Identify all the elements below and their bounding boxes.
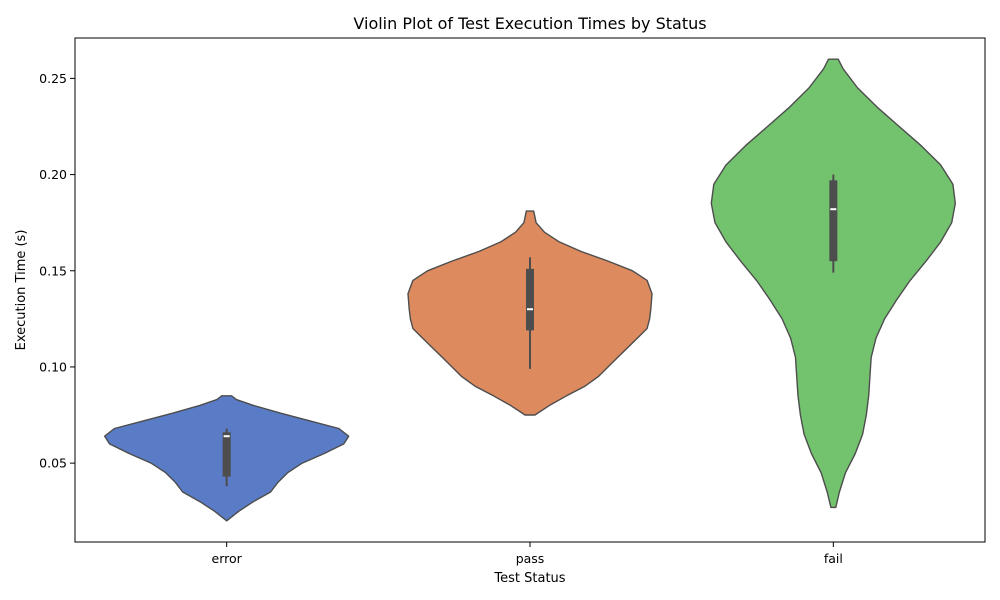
y-tick-label: 0.25	[39, 71, 67, 86]
violin-error	[104, 395, 350, 522]
violin-fail	[710, 58, 956, 509]
iqr-box	[829, 180, 838, 262]
x-tick-label: pass	[516, 551, 545, 566]
y-axis: 0.05 0.10 0.15 0.20 0.25	[39, 71, 75, 471]
y-axis-label: Execution Time (s)	[14, 230, 29, 351]
x-axis-label: Test Status	[493, 571, 565, 586]
iqr-box	[526, 268, 534, 331]
x-tick-label: error	[212, 551, 243, 566]
y-tick-label: 0.20	[39, 167, 67, 182]
violin-body	[710, 58, 956, 509]
y-tick-label: 0.15	[39, 263, 67, 278]
chart-title: Violin Plot of Test Execution Times by S…	[353, 14, 706, 33]
y-tick-label: 0.05	[39, 456, 67, 471]
violin-pass	[407, 210, 653, 416]
x-axis: error pass fail	[212, 542, 843, 566]
plot-area	[104, 58, 956, 522]
iqr-box	[222, 432, 231, 477]
y-tick-label: 0.10	[39, 359, 67, 374]
x-tick-label: fail	[824, 551, 843, 566]
